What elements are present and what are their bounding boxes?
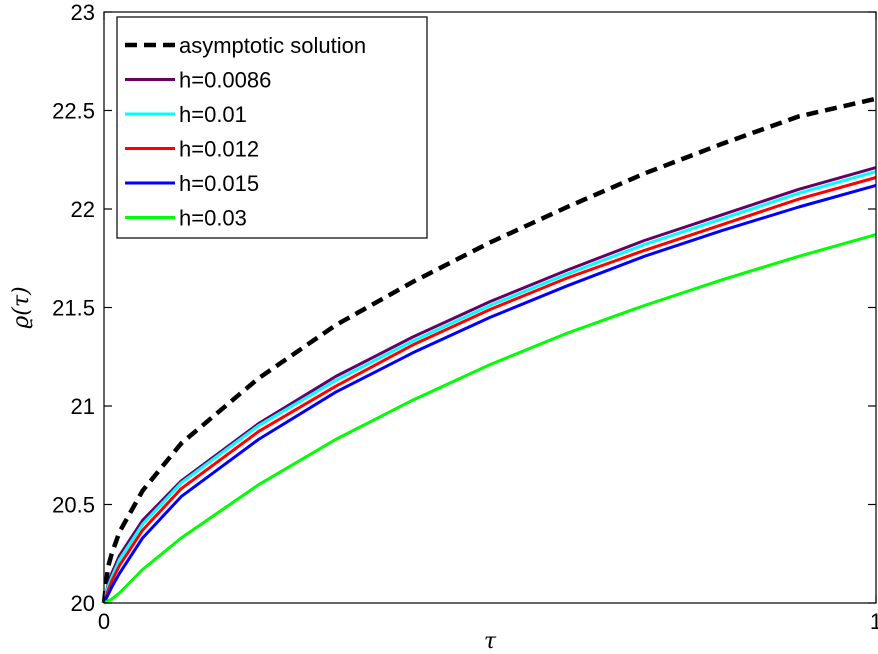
y-tick-label: 22.5 bbox=[52, 99, 95, 124]
y-tick-label: 20 bbox=[71, 591, 95, 616]
legend-label: h=0.03 bbox=[179, 206, 247, 231]
tick-layer: 20 20.5 21 21.5 22 22.5 23 0 1 bbox=[52, 0, 878, 634]
series-line-5 bbox=[103, 233, 877, 605]
series-line-3 bbox=[102, 176, 877, 604]
series-line-4 bbox=[102, 183, 877, 604]
x-tick-label: 1 bbox=[870, 609, 878, 634]
legend-label: asymptotic solution bbox=[179, 33, 366, 58]
legend: asymptotic solution h=0.0086 h=0.01 h=0.012… bbox=[116, 16, 428, 239]
legend-label: h=0.015 bbox=[179, 171, 259, 196]
series-layer bbox=[101, 96, 877, 605]
series-line-2 bbox=[102, 170, 877, 604]
legend-box bbox=[116, 16, 428, 239]
series-line-1 bbox=[102, 166, 877, 604]
x-axis-label: τ bbox=[484, 629, 497, 654]
y-tick-label: 22 bbox=[71, 197, 95, 222]
legend-label: h=0.012 bbox=[179, 137, 259, 162]
y-tick-label: 21 bbox=[71, 394, 95, 419]
y-tick-label: 23 bbox=[71, 0, 95, 25]
legend-label: h=0.01 bbox=[179, 102, 247, 127]
y-tick-label: 21.5 bbox=[52, 296, 95, 321]
y-axis-label: ϱ(τ) bbox=[9, 286, 34, 328]
x-tick-label: 0 bbox=[98, 609, 110, 634]
y-tick-label: 20.5 bbox=[52, 493, 95, 518]
series-line-0 bbox=[101, 96, 877, 604]
legend-label: h=0.0086 bbox=[179, 68, 271, 93]
